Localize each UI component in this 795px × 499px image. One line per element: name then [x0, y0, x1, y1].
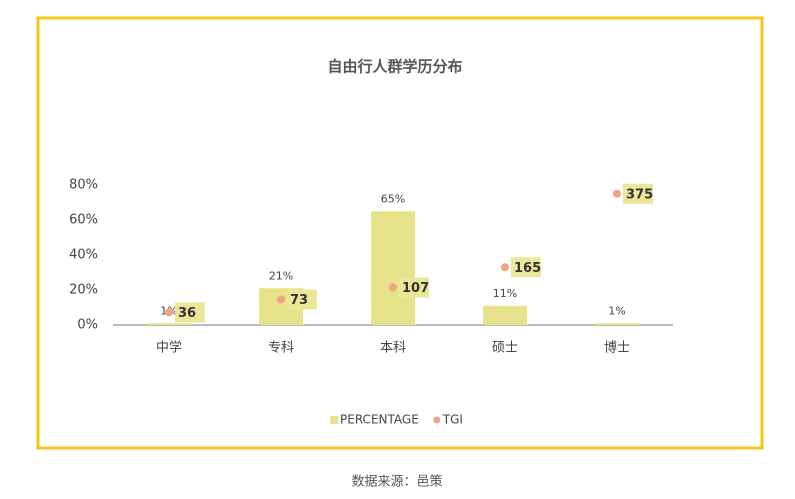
x-tick-label: 博士 — [604, 341, 630, 356]
tgi-label-box — [511, 257, 541, 278]
tgi-dot — [613, 189, 621, 198]
data-label: 73 — [290, 293, 308, 308]
bar — [595, 323, 639, 325]
chart-title: 自由行人群学历分布 — [327, 58, 462, 76]
source: 数据来源：邑策 — [351, 474, 442, 490]
data-label: 107 — [402, 281, 429, 296]
y-tick-label: 40% — [69, 248, 98, 263]
legend-swatch — [330, 416, 338, 424]
tgi-label-box — [623, 183, 653, 204]
y-tick-label: 60% — [69, 213, 98, 228]
tgi-label-box — [175, 302, 205, 323]
tgi-label-box — [287, 289, 317, 310]
legend-label: TGI — [442, 413, 463, 427]
tgi-dot — [501, 263, 509, 272]
bar — [147, 323, 191, 325]
tgi-dot — [165, 308, 173, 317]
data-label: 21% — [269, 269, 293, 282]
data-label: 1% — [608, 304, 625, 317]
data-label: 65% — [381, 192, 405, 205]
data-label: 36 — [178, 306, 196, 321]
x-tick-label: 本科 — [380, 341, 406, 356]
tgi-dot — [277, 295, 285, 304]
legend-swatch — [433, 416, 441, 424]
y-tick-label: 0% — [77, 318, 98, 333]
data-label: 375 — [626, 187, 653, 202]
bar — [483, 305, 527, 325]
y-tick-label: 80% — [69, 178, 98, 193]
tgi-label-box — [399, 277, 429, 298]
legend-label: PERCENTAGE — [340, 413, 419, 427]
x-tick-label: 硕士 — [492, 341, 518, 356]
data-label: 165 — [514, 261, 541, 276]
data-label: 11% — [493, 287, 517, 300]
x-tick-label: 专科 — [268, 341, 294, 356]
y-tick-label: 20% — [69, 283, 98, 298]
bar — [371, 211, 415, 325]
x-tick-label: 中学 — [156, 340, 182, 356]
tgi-dot — [389, 283, 397, 292]
